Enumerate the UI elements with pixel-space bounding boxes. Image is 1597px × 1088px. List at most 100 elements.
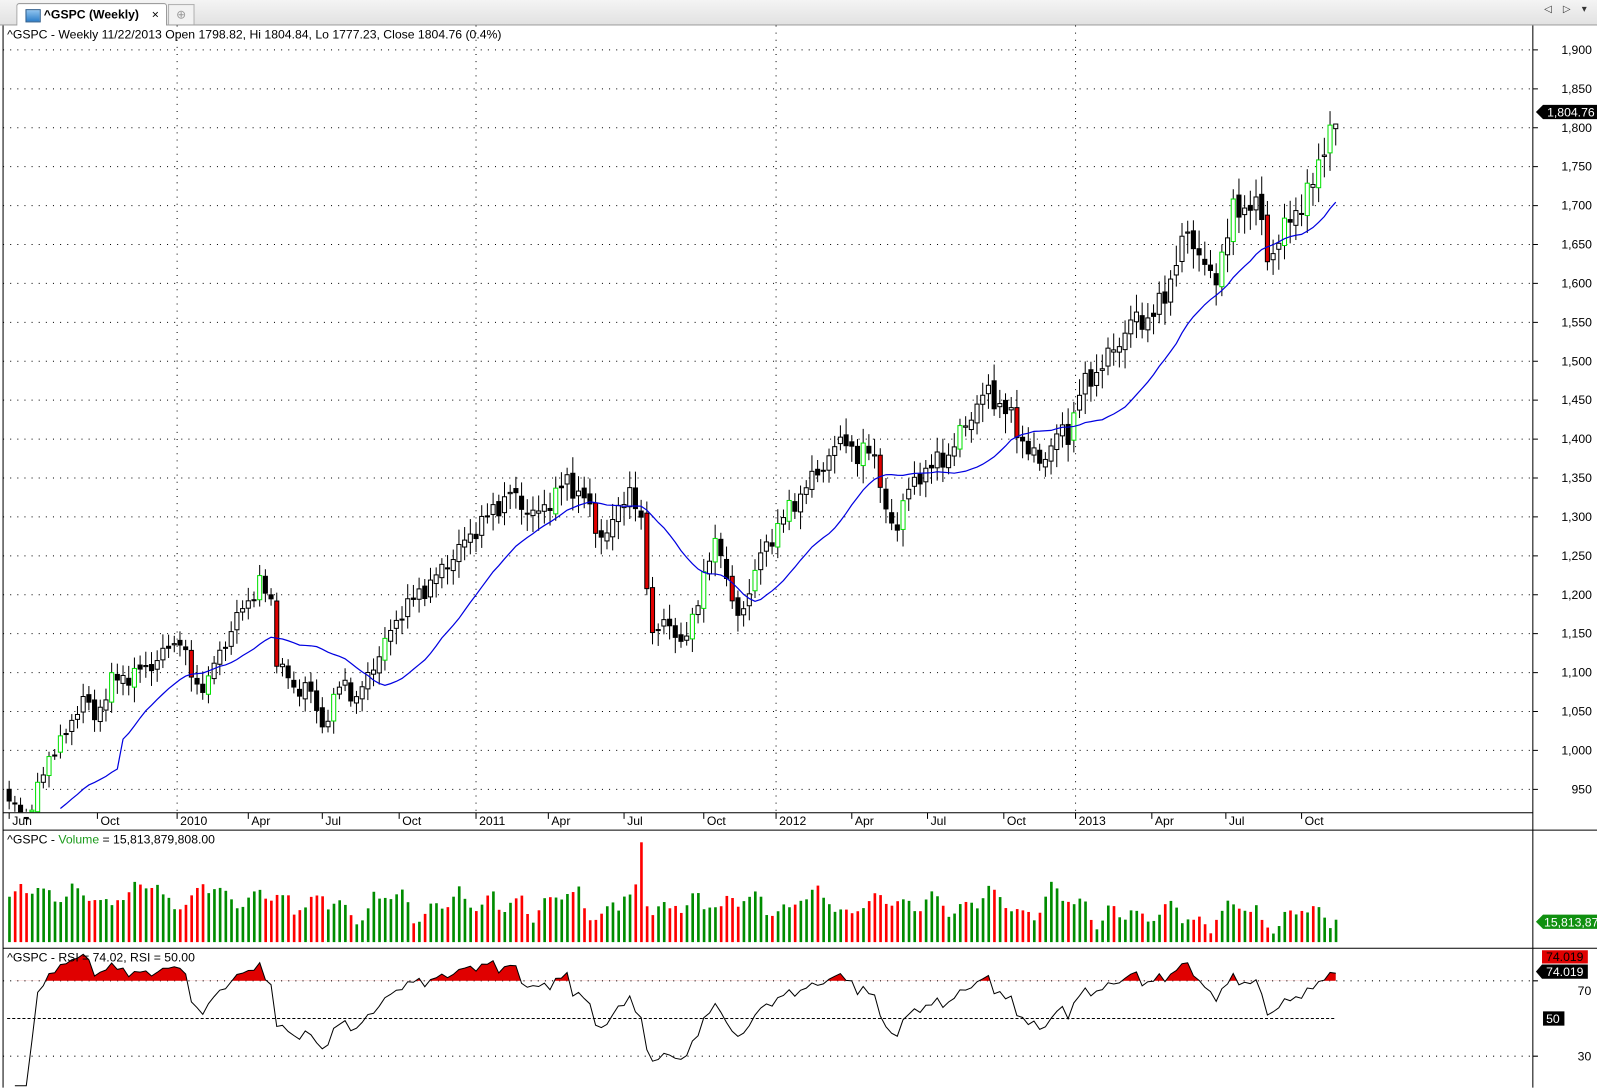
candle-body	[177, 639, 183, 646]
candle-body	[205, 675, 211, 695]
last-volume-label: 15,813,87	[1544, 915, 1597, 929]
candle-body	[786, 499, 792, 522]
price-tick-label: 1,400	[1561, 432, 1592, 446]
candle-body	[832, 446, 838, 456]
time-tick-label: 2012	[779, 814, 806, 828]
new-tab-button[interactable]: ⊕	[168, 4, 195, 25]
candle-body	[109, 672, 115, 703]
volume-bar	[1067, 901, 1070, 943]
candle-body	[826, 455, 832, 471]
candle-body	[803, 487, 809, 495]
candle-body	[1247, 204, 1253, 211]
volume-bar	[475, 911, 478, 943]
candle-body	[194, 677, 200, 685]
candle-body	[445, 567, 451, 570]
volume-bar	[1180, 923, 1184, 943]
volume-bar	[594, 919, 598, 943]
candle-body	[1281, 217, 1288, 247]
volume-bar	[383, 897, 387, 943]
candle-body	[957, 425, 963, 450]
candle-body	[462, 539, 468, 548]
volume-bar	[53, 901, 57, 943]
volume-bar	[161, 894, 165, 943]
candle-body	[143, 665, 149, 668]
volume-bar	[668, 908, 672, 943]
volume-bar	[816, 885, 820, 943]
candle-body	[479, 515, 485, 536]
candle-body	[473, 533, 479, 540]
volume-bar	[1300, 910, 1304, 943]
rsi-tick-70: 70	[1578, 984, 1592, 998]
volume-bar	[264, 898, 267, 943]
volume-bar	[827, 904, 831, 943]
close-tab-icon[interactable]: ×	[151, 7, 159, 22]
candle-body	[872, 454, 878, 457]
price-tick-label: 1,800	[1561, 121, 1592, 135]
volume-bar	[600, 913, 603, 943]
candle-body	[12, 802, 18, 805]
volume-bar	[1004, 908, 1008, 943]
volume-bar	[674, 905, 677, 943]
volume-bar	[611, 902, 615, 943]
candle-body	[610, 519, 616, 538]
volume-bar	[850, 913, 854, 943]
volume-bar	[679, 912, 683, 943]
time-tick-label: Apr	[551, 814, 570, 828]
time-tick-label: Oct	[100, 814, 120, 828]
candle-body	[1276, 242, 1282, 250]
volume-bar	[514, 898, 518, 943]
volume-bar	[87, 900, 91, 943]
volume-bar	[8, 896, 11, 943]
volume-bar	[691, 893, 695, 943]
candle-body	[917, 473, 923, 485]
volume-bar	[326, 909, 330, 943]
volume-bar	[287, 895, 290, 943]
candle-body	[359, 686, 365, 700]
tab-nav-arrows[interactable]: ◁ ▷ ▾	[1544, 4, 1591, 16]
volume-bar	[1237, 908, 1241, 943]
candle-body	[547, 507, 553, 511]
candle-body	[632, 487, 638, 510]
candle-body	[980, 394, 986, 405]
volume-bar	[1209, 933, 1213, 943]
volume-bar	[571, 892, 575, 943]
candle-body	[183, 646, 189, 651]
candle-body	[883, 488, 889, 510]
candle-body	[678, 634, 684, 642]
candle-body	[820, 469, 826, 472]
candle-body	[1333, 123, 1339, 130]
volume-bar	[634, 884, 638, 943]
volume-bar	[321, 896, 324, 943]
candle-body	[348, 682, 354, 702]
volume-bar	[839, 909, 843, 943]
candle-body	[575, 490, 582, 497]
volume-bar	[993, 889, 996, 943]
candle-body	[911, 476, 917, 487]
volume-bar	[1072, 904, 1076, 943]
time-tick-label: Jul	[1229, 814, 1245, 828]
volume-bar	[298, 910, 302, 943]
price-tick-label: 1,600	[1561, 276, 1592, 290]
candle-body	[1316, 159, 1322, 189]
time-tick-label: 2010	[180, 814, 207, 828]
tab-gspc-weekly[interactable]: ^GSPC (Weekly) ×	[16, 3, 168, 26]
price-tick-label: 950	[1572, 782, 1593, 796]
volume-bar	[1038, 912, 1042, 943]
volume-bar	[862, 908, 865, 943]
volume-bar	[252, 891, 256, 943]
candle-body	[815, 468, 821, 476]
volume-bar	[953, 913, 956, 943]
volume-bar	[651, 915, 655, 943]
volume-bar	[941, 905, 945, 943]
candle-body	[775, 523, 781, 548]
candle-body	[23, 816, 29, 819]
volume-bar	[1146, 921, 1150, 943]
volume-bar	[332, 903, 336, 943]
candle-body	[587, 493, 593, 505]
price-tick-label: 1,550	[1561, 315, 1592, 329]
volume-bar	[799, 900, 803, 943]
volume-bar	[139, 884, 142, 943]
price-axis: 1,900 1,850 1,800 1,750 1,700 1,650 1,600 1,550…	[1532, 43, 1593, 796]
volume-bar	[947, 916, 951, 943]
